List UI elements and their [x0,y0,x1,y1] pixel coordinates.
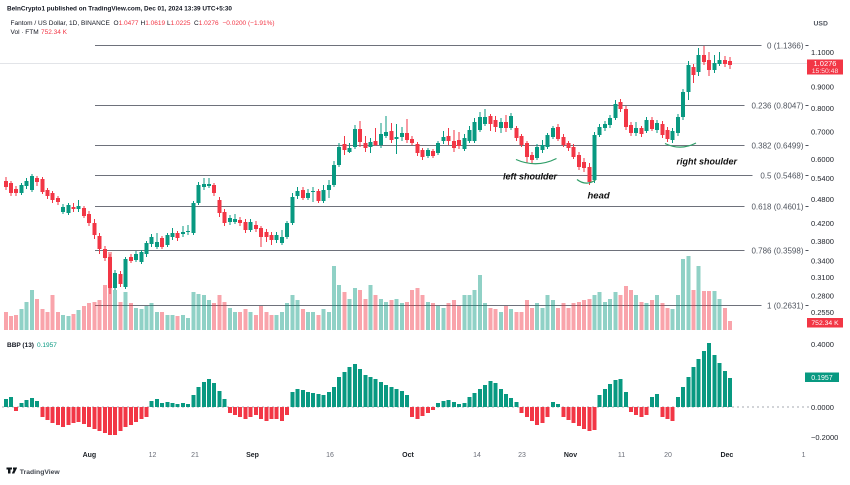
svg-text:0 (1.1366): 0 (1.1366) [767,41,804,50]
svg-text:14: 14 [473,452,481,459]
svg-text:0.5 (0.5468): 0.5 (0.5468) [760,171,803,180]
svg-text:L1.0225: L1.0225 [167,20,191,27]
svg-text:11: 11 [618,452,625,459]
svg-text:0.3400: 0.3400 [811,257,834,266]
svg-text:USD: USD [814,21,828,28]
svg-text:20: 20 [664,452,672,459]
svg-text:0.4800: 0.4800 [811,195,834,204]
svg-text:0.1957: 0.1957 [811,375,833,382]
svg-text:0.6000: 0.6000 [811,155,834,164]
svg-text:Aug: Aug [83,452,97,459]
svg-text:left shoulder: left shoulder [503,172,558,182]
svg-text:0.3800: 0.3800 [811,237,834,246]
svg-text:0.5400: 0.5400 [811,174,834,183]
svg-text:−0.0200 (−1.91%): −0.0200 (−1.91%) [223,20,275,27]
svg-text:O1.0477: O1.0477 [114,20,139,27]
svg-text:12: 12 [149,452,157,459]
svg-text:21: 21 [191,452,199,459]
svg-text:Fantom / US Dollar, 1D, BINANC: Fantom / US Dollar, 1D, BINANCE [11,20,111,27]
svg-text:BeInCrypto1 published on Tradi: BeInCrypto1 published on TradingView.com… [7,6,232,13]
svg-text:−0.2000: −0.2000 [811,433,838,442]
svg-text:right shoulder: right shoulder [677,157,738,167]
svg-text:752.34 K: 752.34 K [811,320,839,327]
svg-text:BBP (13): BBP (13) [7,342,34,349]
svg-text:1 (0.2631): 1 (0.2631) [767,301,804,310]
svg-text:Oct: Oct [402,452,414,459]
svg-text:0.236 (0.8047): 0.236 (0.8047) [751,101,803,110]
svg-text:0.8000: 0.8000 [811,104,834,113]
svg-text:0.3100: 0.3100 [811,273,834,282]
svg-text:0.786 (0.3598): 0.786 (0.3598) [751,246,803,255]
svg-text:1.0276: 1.0276 [814,59,837,68]
svg-text:23: 23 [518,452,526,459]
svg-text:0.4000: 0.4000 [811,340,834,349]
svg-text:H1.0619: H1.0619 [141,20,166,27]
svg-text:15:50:48: 15:50:48 [812,68,839,75]
svg-text:Dec: Dec [720,452,733,459]
svg-text:Vol · FTM: Vol · FTM [11,29,39,36]
svg-text:C1.0276: C1.0276 [194,20,219,27]
svg-text:1.1000: 1.1000 [811,48,834,57]
svg-text:0.0000: 0.0000 [811,403,834,412]
svg-text:0.2800: 0.2800 [811,291,834,300]
svg-text:Sep: Sep [246,452,259,459]
svg-text:0.382 (0.6499): 0.382 (0.6499) [751,141,803,150]
svg-text:0.4200: 0.4200 [811,219,834,228]
svg-text:head: head [588,191,610,202]
svg-text:16: 16 [326,452,334,459]
svg-text:0.7000: 0.7000 [811,128,834,137]
svg-text:0.618 (0.4601): 0.618 (0.4601) [751,202,803,211]
svg-text:0.1957: 0.1957 [37,342,57,349]
svg-text:TradingView: TradingView [20,469,61,476]
svg-text:0.2550: 0.2550 [811,308,834,317]
svg-text:1: 1 [802,452,806,459]
svg-text:0.9000: 0.9000 [811,83,834,92]
svg-text:Nov: Nov [564,452,577,459]
svg-text:752.34 K: 752.34 K [41,29,68,36]
